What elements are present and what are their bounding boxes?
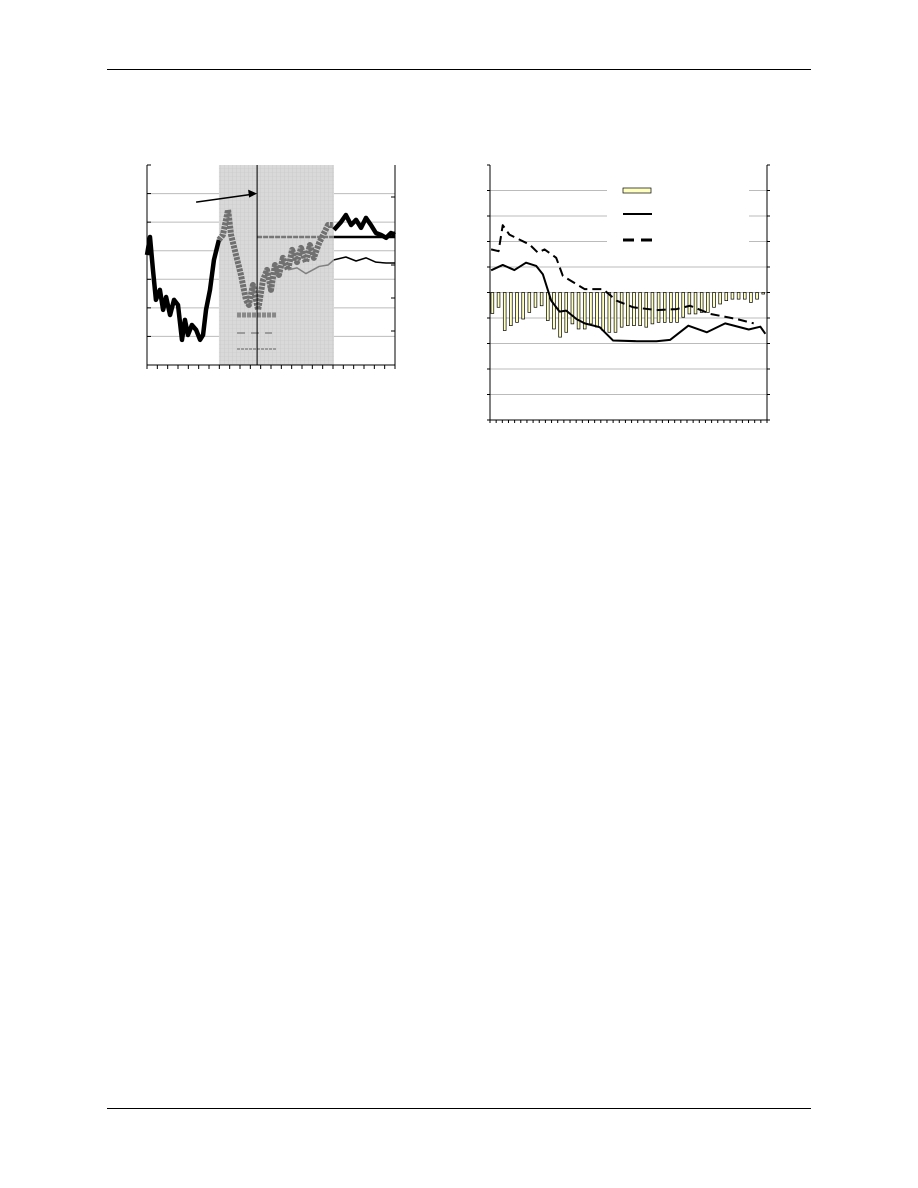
- bar: [582, 292, 587, 330]
- bar: [552, 292, 556, 330]
- footer-rule: [107, 1108, 811, 1109]
- bar: [533, 292, 538, 308]
- bar: [607, 292, 612, 333]
- bar: [730, 292, 735, 300]
- bar: [656, 292, 661, 323]
- annotation-arrow: [195, 193, 254, 203]
- series-line: [144, 234, 222, 343]
- bar: [632, 292, 636, 327]
- bar: [576, 292, 581, 330]
- bar: [681, 292, 685, 318]
- series-line: [287, 259, 335, 275]
- bar: [570, 292, 575, 325]
- legend-swatch-bars: [622, 187, 652, 194]
- series-line: [216, 206, 334, 313]
- bar: [736, 292, 741, 300]
- bar: [521, 292, 525, 320]
- bar: [669, 292, 673, 323]
- bar: [601, 292, 605, 331]
- bar: [718, 292, 722, 305]
- bar: [761, 292, 765, 295]
- bar: [650, 292, 655, 325]
- bar: [675, 292, 679, 323]
- bar: [743, 292, 747, 300]
- bar: [706, 292, 710, 313]
- bar: [595, 292, 599, 328]
- bar: [515, 292, 519, 323]
- header-rule: [107, 69, 811, 70]
- series-line: [490, 261, 767, 343]
- bar: [502, 292, 507, 331]
- bar: [527, 292, 532, 313]
- bar: [749, 292, 753, 303]
- bar: [699, 292, 704, 313]
- bar: [755, 292, 759, 300]
- bar: [496, 292, 501, 308]
- series-line: [332, 212, 397, 241]
- bar: [546, 292, 550, 321]
- bar: [558, 292, 562, 338]
- bar: [724, 292, 729, 302]
- arrow-head: [248, 189, 258, 198]
- series-line: [490, 224, 754, 325]
- bar: [490, 292, 495, 314]
- bar: [693, 292, 698, 315]
- bar: [619, 292, 624, 328]
- bar: [589, 292, 593, 325]
- bar: [712, 292, 716, 308]
- bar: [638, 292, 642, 327]
- bar: [613, 292, 618, 333]
- bar: [509, 292, 513, 327]
- bar: [626, 292, 630, 327]
- bar: [663, 292, 667, 323]
- bar: [539, 292, 544, 307]
- series-line: [333, 256, 395, 264]
- bar: [687, 292, 692, 315]
